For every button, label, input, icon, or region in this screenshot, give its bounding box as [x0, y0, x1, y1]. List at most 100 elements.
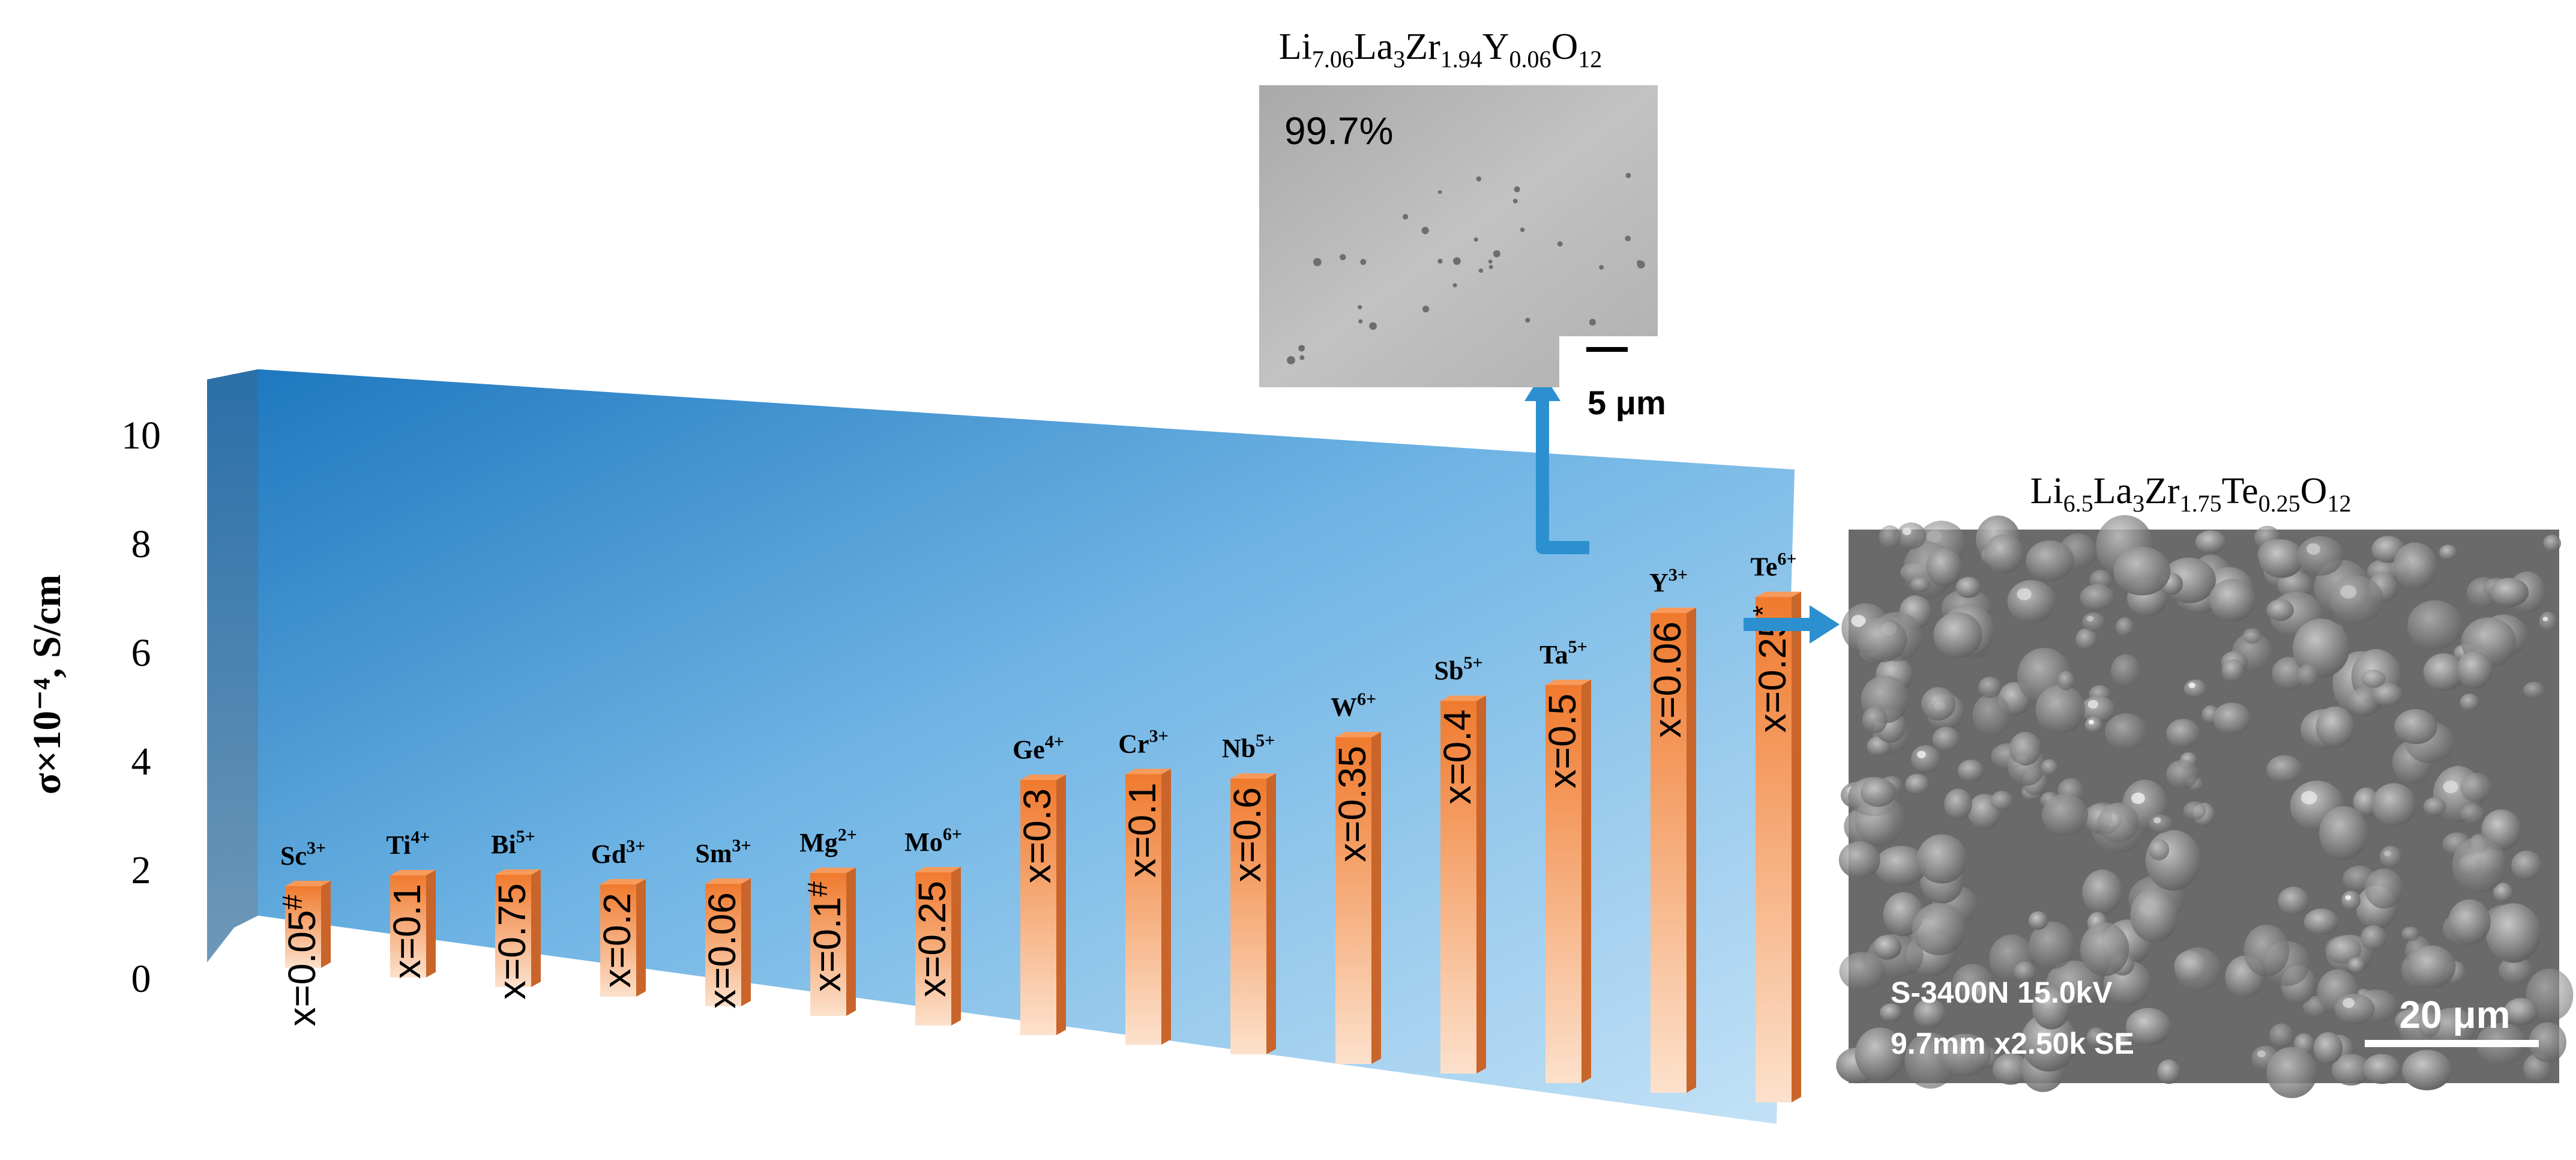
doping-value: x=0.1: [1121, 783, 1164, 878]
bar-top: [1125, 769, 1171, 775]
formula-element: Zr: [2144, 471, 2180, 512]
ion-symbol: Y: [1649, 568, 1669, 597]
chart-side-wall: [207, 369, 258, 962]
bar: [1756, 597, 1792, 1102]
bar-ion-label: Sb5+: [1434, 653, 1482, 686]
ion-symbol: Ta: [1539, 640, 1568, 669]
top-inset-density: 99.7%: [1284, 109, 1393, 153]
bar-ion-label: Sm3+: [695, 836, 751, 868]
bar-side: [951, 867, 961, 1026]
bar-side: [321, 881, 331, 968]
bar-top: [1651, 608, 1696, 613]
ion-charge: 6+: [1357, 689, 1376, 709]
bar: [810, 873, 846, 1016]
ion-charge: 5+: [1568, 637, 1587, 657]
ion-charge: 4+: [411, 827, 430, 847]
bar: [495, 875, 531, 987]
right-inset-formula: Li6.5La3Zr1.75Te0.25O12: [2030, 471, 2352, 517]
top-inset-formula: Li7.06La3Zr1.94Y0.06O12: [1279, 26, 1602, 73]
bar-side: [1792, 591, 1801, 1102]
bar-ion-label: Mo6+: [904, 824, 962, 857]
bar-doping-label: x=0.25*: [1747, 605, 1794, 733]
bar-ion-label: Te6+: [1751, 549, 1797, 582]
bar-side: [1687, 608, 1696, 1093]
ion-charge: 5+: [1463, 653, 1482, 673]
ion-symbol: Sm: [695, 839, 732, 868]
bar: [705, 884, 741, 1006]
bar-top: [1756, 591, 1801, 597]
doping-value: x=0.25: [910, 881, 954, 997]
bar-top: [1230, 773, 1276, 779]
right-inset-info-line1: S-3400N 15.0kV: [1891, 976, 2113, 1009]
bar: [1440, 701, 1476, 1074]
right-inset-info-line2: 9.7mm x2.50k SE: [1891, 1027, 2134, 1060]
bar-ion-label: Ge4+: [1013, 732, 1064, 764]
ion-symbol: Sc: [280, 841, 307, 871]
ion-charge: 4+: [1045, 732, 1064, 752]
bar-side: [426, 870, 436, 977]
bar: [1545, 685, 1581, 1083]
bar-doping-label: x=0.05#: [277, 895, 324, 1027]
ion-symbol: Ge: [1013, 735, 1045, 764]
ion-charge: 5+: [1256, 731, 1275, 751]
bar-ion-label: Gd3+: [591, 836, 646, 869]
ion-charge: 3+: [626, 836, 645, 856]
ion-charge: 5+: [516, 827, 535, 847]
formula-subscript: 6.5: [2063, 490, 2093, 517]
bar-doping-label: x=0.25: [910, 881, 954, 997]
top-sem-image: [1259, 85, 1658, 387]
ion-symbol: Nb: [1222, 734, 1256, 763]
formula-element: La: [2093, 471, 2132, 512]
y-tick-label: 8: [131, 522, 151, 566]
formula-element: La: [1354, 26, 1393, 67]
right-inset-scalebar-label: 20 μm: [2399, 993, 2510, 1036]
bar-ion-label: Mg2+: [799, 825, 857, 857]
bar-side: [531, 869, 541, 987]
y-axis-label: σ×10⁻⁴, S/cm: [25, 575, 69, 794]
bar-side: [741, 878, 751, 1006]
bar-top: [495, 869, 541, 875]
y-axis: 0 2 4 6 8 10 σ×10⁻⁴, S/cm: [25, 414, 161, 1001]
bar-ion-label: W6+: [1331, 689, 1376, 722]
bar-top: [1545, 680, 1591, 685]
doping-value: x=0.1: [805, 897, 849, 992]
ion-charge: 3+: [1149, 727, 1169, 746]
bar-side: [1056, 775, 1066, 1035]
ion-symbol: Bi: [491, 830, 516, 859]
bar-top: [810, 868, 856, 873]
bar-doping-label: x=0.1: [385, 884, 429, 979]
ion-charge: 2+: [838, 825, 857, 845]
y-tick-label: 2: [131, 848, 151, 892]
formula-subscript: 0.06: [1509, 46, 1551, 73]
ion-symbol: Sb: [1434, 656, 1463, 686]
bar-ion-label: Cr3+: [1118, 727, 1168, 759]
pore-dots: [1287, 172, 1645, 364]
ion-symbol: Ti: [387, 830, 411, 860]
bar-ion-label: Ti4+: [387, 827, 430, 860]
bar-doping-label: x=0.5: [1541, 693, 1584, 788]
formula-subscript: 3: [1393, 46, 1405, 73]
bar: [600, 884, 636, 997]
right-sem-inset: Li6.5La3Zr1.75Te0.25O12 S-3400N 15.0kV 9…: [1836, 471, 2574, 1098]
ion-charge: 6+: [1777, 549, 1796, 569]
bar-doping-label: x=0.06: [700, 892, 744, 1009]
doping-value: x=0.06: [700, 892, 744, 1009]
ion-charge: 3+: [1669, 565, 1688, 585]
y-tick-label: 0: [131, 957, 151, 1001]
bar-side: [1476, 695, 1486, 1074]
doping-value: x=0.5: [1541, 693, 1584, 788]
bar: [1651, 613, 1687, 1093]
doping-value: x=0.6: [1226, 787, 1269, 882]
grain-texture: [1836, 515, 2574, 1098]
doping-value: x=0.2: [595, 893, 639, 988]
bar-ion-label: Nb5+: [1222, 731, 1275, 763]
bar-doping-label: x=0.2: [595, 893, 639, 988]
ion-symbol: W: [1331, 692, 1357, 722]
doping-value: x=0.1: [385, 884, 429, 979]
formula-element: Li: [2030, 471, 2063, 512]
bar-side: [1266, 773, 1276, 1054]
bar-ion-label: Ta5+: [1539, 637, 1587, 669]
bar: [1335, 737, 1371, 1064]
bar-doping-label: x=0.06: [1646, 621, 1689, 738]
